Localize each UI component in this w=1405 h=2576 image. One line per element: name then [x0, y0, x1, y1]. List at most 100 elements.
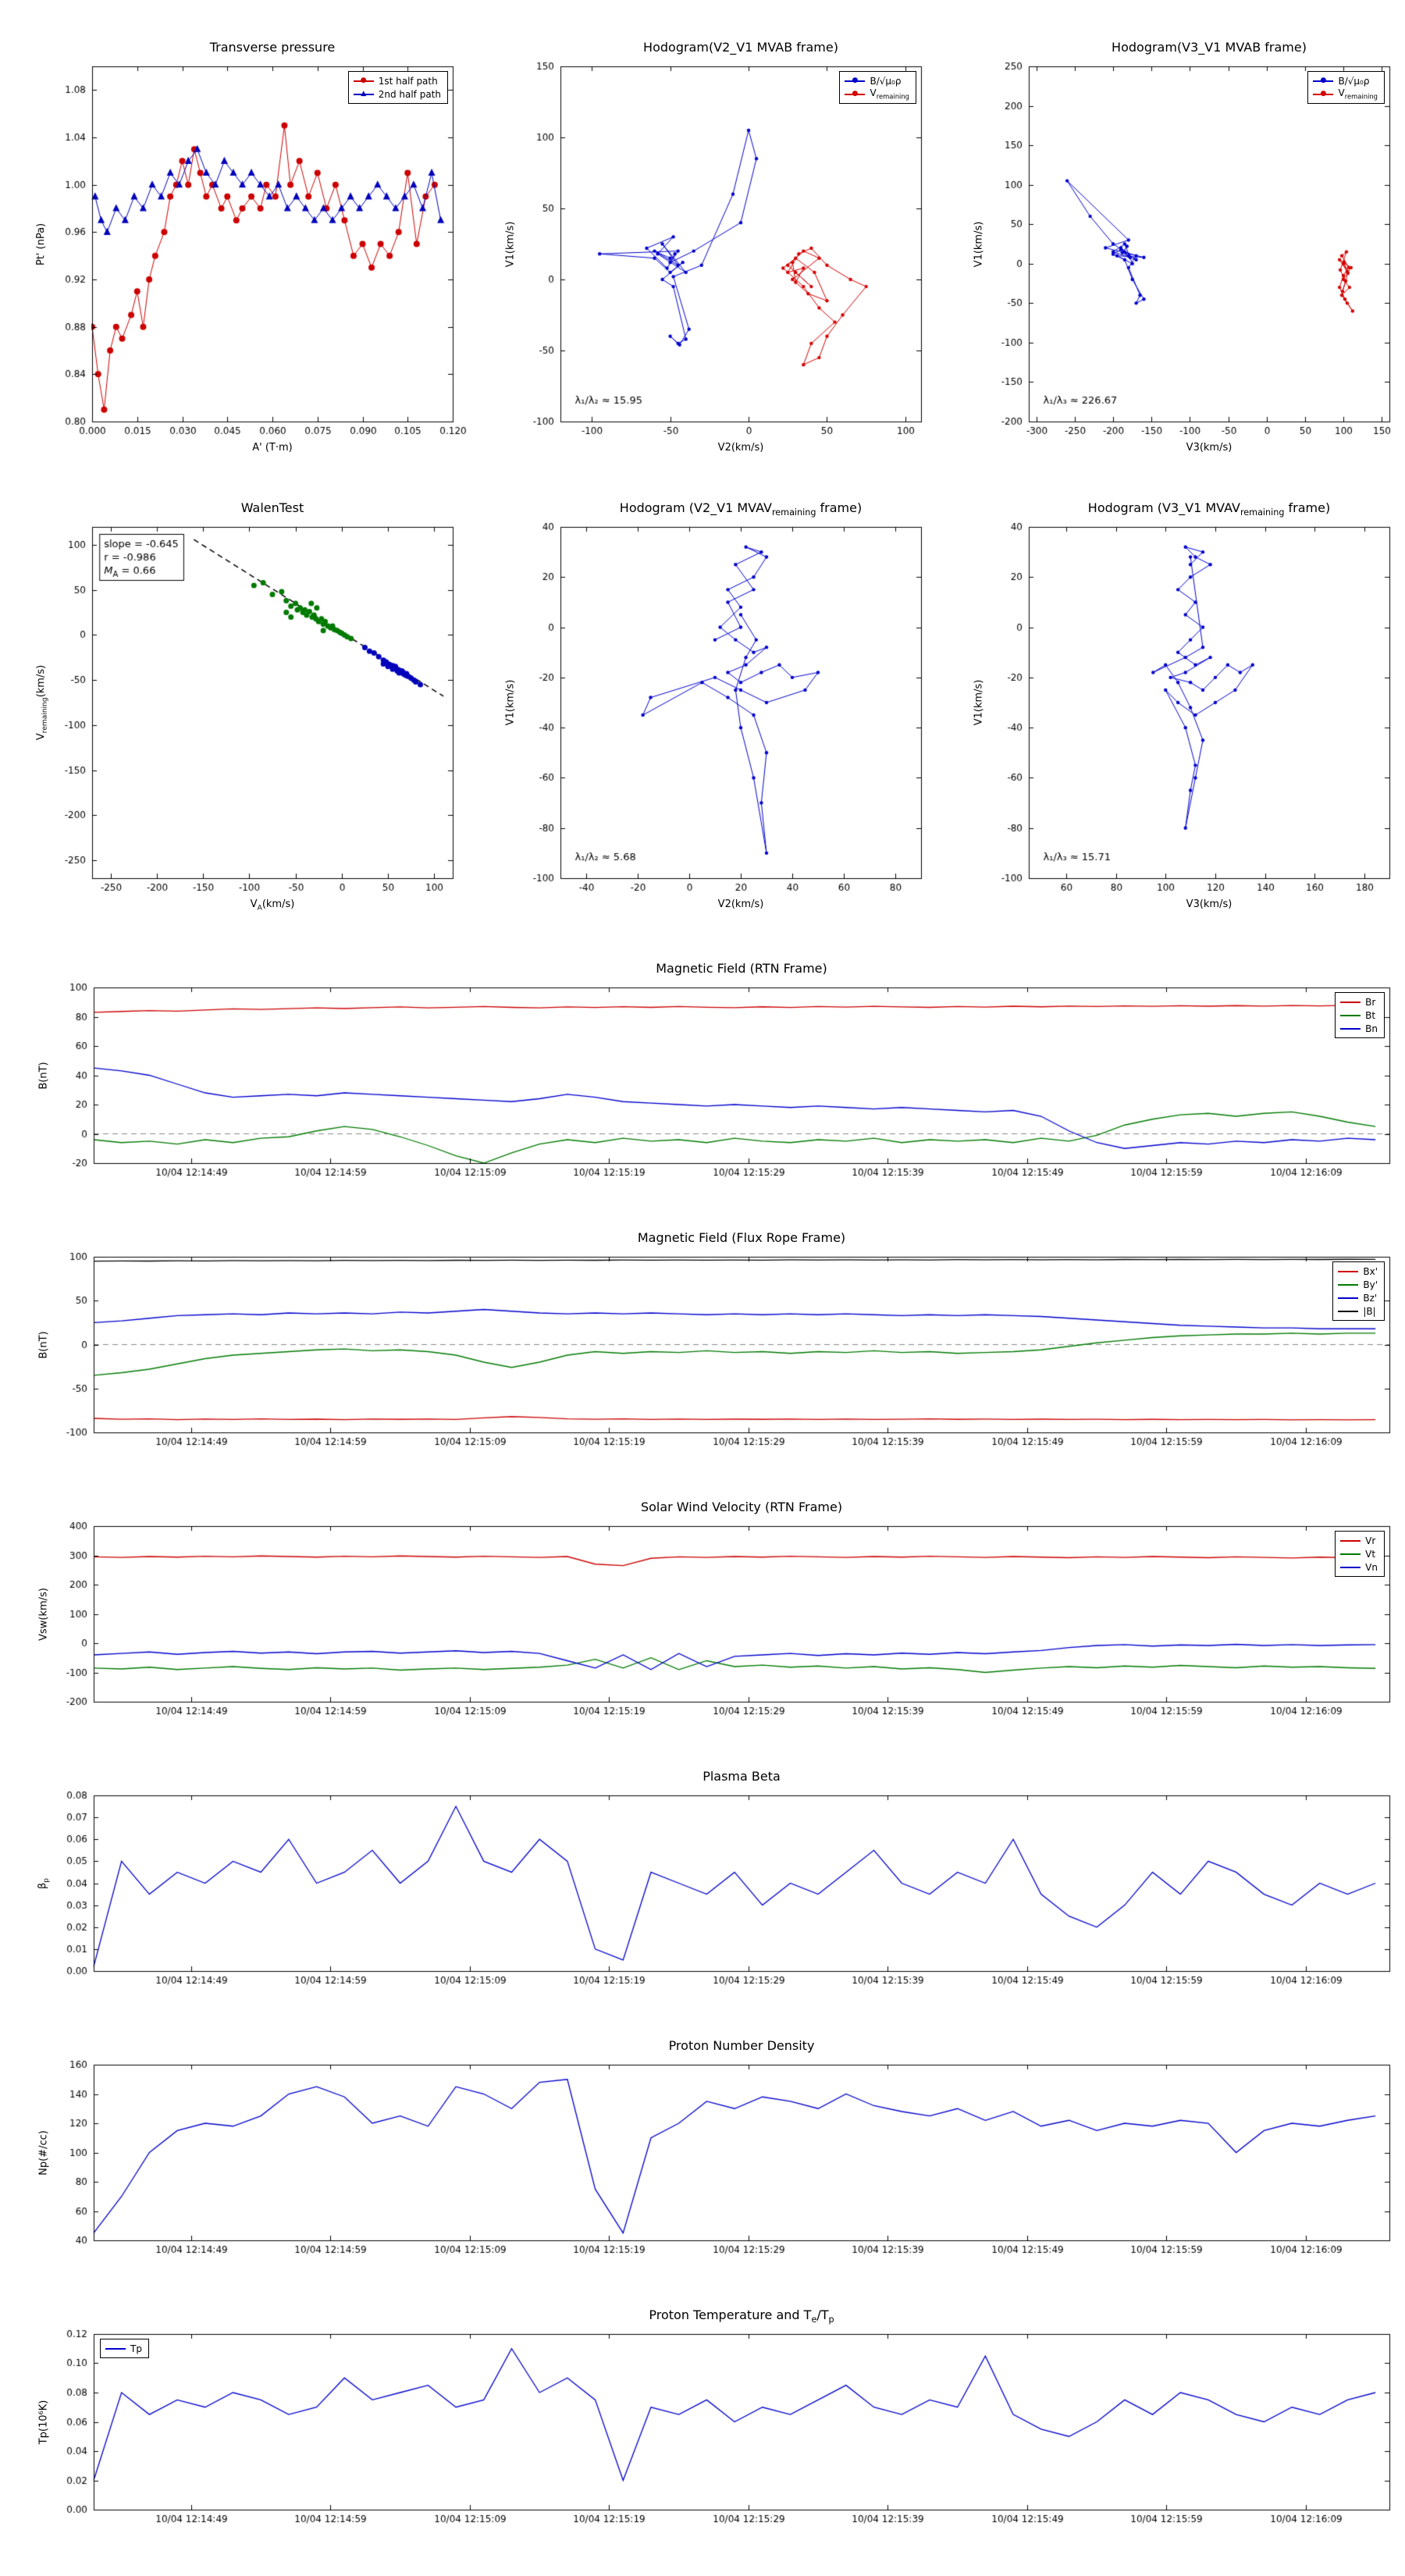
legend-swatch — [105, 2345, 126, 2353]
plasma-beta-canvas — [0, 1741, 1405, 2010]
legend-item: ● Vremaining — [1313, 87, 1378, 101]
legend-label: Bz' — [1363, 1292, 1378, 1304]
legend-swatch — [1338, 1268, 1359, 1276]
legend-item: Bt — [1340, 1009, 1378, 1022]
plot-title: Transverse pressure — [92, 40, 453, 57]
legend-item: By' — [1338, 1278, 1378, 1291]
y-axis-label: V1(km/s) — [973, 679, 985, 726]
legend-item: ▲ 2nd half path — [353, 87, 441, 101]
y-axis-label: Pt' (nPa) — [35, 222, 48, 265]
plot-title: Magnetic Field (Flux Rope Frame) — [637, 1230, 846, 1245]
legend-item: ● 1st half path — [353, 74, 441, 87]
legend-label: B/√μ₀ρ — [1338, 75, 1370, 87]
y-axis-label: B(nT) — [37, 1330, 50, 1359]
legend-label: By' — [1363, 1279, 1378, 1290]
legend: Tp — [100, 2339, 149, 2358]
legend-label: Vremaining — [1338, 87, 1378, 101]
legend-item: |B| — [1338, 1304, 1378, 1318]
legend-label: 2nd half path — [378, 88, 441, 100]
legend-label: Vremaining — [870, 87, 909, 101]
legend-swatch — [1338, 1281, 1359, 1289]
legend: ● B/√μ₀ρ ● Vremaining — [1307, 71, 1385, 104]
y-axis-label: Vremaining(km/s) — [35, 664, 49, 741]
y-axis-label: Np(#/cc) — [37, 2129, 50, 2176]
legend-label: Vn — [1365, 1561, 1378, 1573]
x-axis-label: V2(km/s) — [717, 442, 764, 454]
plot-hodogram-v3v1-mvav: Hodogram (V3_V1 MVAVremaining frame) V1(… — [937, 488, 1405, 956]
x-axis-label: VA(km/s) — [250, 898, 295, 913]
legend-item: Bz' — [1338, 1291, 1378, 1304]
legend-swatch — [1338, 1294, 1359, 1302]
y-axis-label: Vsw(km/s) — [37, 1587, 50, 1641]
legend-label: Bx' — [1363, 1265, 1378, 1277]
plot-title: Hodogram(V2_V1 MVAB frame) — [643, 40, 838, 55]
plot-title: Solar Wind Velocity (RTN Frame) — [640, 1500, 843, 1514]
legend-label: Tp — [130, 2343, 142, 2354]
walen-test-canvas — [0, 488, 468, 956]
x-axis-label: V3(km/s) — [1186, 442, 1232, 454]
plot-title: Magnetic Field (RTN Frame) — [656, 961, 827, 976]
legend: ● 1st half path ▲ 2nd half path — [347, 71, 448, 104]
x-axis-label: V3(km/s) — [1186, 898, 1232, 910]
legend-item: Br — [1340, 995, 1378, 1009]
legend-item: Tp — [105, 2342, 142, 2355]
plot-title: Proton Temperature and Te/Tp — [649, 2307, 834, 2325]
legend: Br Bt Bn — [1335, 992, 1385, 1038]
panel-magnetic-field-flux-rope: Magnetic Field (Flux Rope Frame) B(nT) B… — [0, 1202, 1405, 1471]
legend-swatch: ● — [1313, 90, 1334, 98]
legend-label: Bt — [1365, 1009, 1376, 1021]
legend-swatch — [1340, 1012, 1361, 1019]
panel-solar-wind-velocity: Solar Wind Velocity (RTN Frame) Vsw(km/s… — [0, 1471, 1405, 1741]
legend-swatch — [1340, 1537, 1361, 1545]
plot-transverse-pressure: Transverse pressure Pt' (nPa) A' (T·m) ●… — [0, 12, 468, 488]
legend-swatch — [1340, 1550, 1361, 1558]
plot-walen-test: WalenTest Vremaining(km/s) VA(km/s) — [0, 488, 468, 956]
legend-label: Br — [1365, 996, 1376, 1008]
plot-title: Hodogram (V3_V1 MVAVremaining frame) — [1087, 500, 1331, 518]
legend-label: Vt — [1365, 1548, 1376, 1560]
legend-swatch: ▲ — [353, 90, 374, 98]
legend: Vr Vt Vn — [1335, 1531, 1385, 1577]
panel-proton-temperature: Proton Temperature and Te/Tp Tp(10⁶K) Tp — [0, 2279, 1405, 2549]
legend-item: ● Vremaining — [845, 87, 909, 101]
proton-temperature-canvas — [0, 2279, 1405, 2549]
legend: ● B/√μ₀ρ ● Vremaining — [839, 71, 916, 104]
legend-item: Vn — [1340, 1560, 1378, 1574]
legend-item: Vt — [1340, 1547, 1378, 1560]
legend-swatch: ● — [845, 90, 866, 98]
solar-wind-velocity-canvas — [0, 1471, 1405, 1741]
title-seg: Transverse pressure — [209, 40, 336, 55]
legend-item: ● B/√μ₀ρ — [1313, 74, 1378, 87]
hodogram-v2v1-mvav-canvas — [468, 488, 937, 956]
legend-swatch: ● — [845, 76, 866, 85]
legend-label: Vr — [1365, 1535, 1376, 1546]
legend-item: Bn — [1340, 1022, 1378, 1035]
legend-swatch — [1340, 998, 1361, 1006]
legend-label: Bn — [1365, 1023, 1378, 1034]
panel-plasma-beta: Plasma Beta βp — [0, 1741, 1405, 2010]
y-axis-label: V1(km/s) — [504, 221, 517, 267]
proton-number-density-canvas — [0, 2010, 1405, 2279]
y-axis-label: βp — [37, 1877, 51, 1889]
plot-title: Proton Number Density — [668, 2038, 815, 2053]
plot-hodogram-v2v1-mvav: Hodogram (V2_V1 MVAVremaining frame) V1(… — [468, 488, 937, 956]
y-axis-label: V1(km/s) — [973, 221, 985, 267]
legend-label: B/√μ₀ρ — [870, 75, 902, 87]
x-axis-label: V2(km/s) — [717, 898, 764, 910]
legend-item: ● B/√μ₀ρ — [845, 74, 909, 87]
plot-title: Hodogram (V2_V1 MVAVremaining frame) — [619, 500, 863, 518]
legend-swatch — [1340, 1564, 1361, 1571]
y-axis-label: Tp(10⁶K) — [37, 2400, 50, 2444]
legend-item: Bx' — [1338, 1265, 1378, 1278]
legend-item: Vr — [1340, 1534, 1378, 1547]
x-axis-label: A' (T·m) — [252, 442, 293, 454]
plot-title: Hodogram(V3_V1 MVAB frame) — [1112, 40, 1307, 55]
y-axis-label: V1(km/s) — [504, 679, 517, 726]
y-axis-label: B(nT) — [37, 1061, 50, 1090]
legend: Bx' By' Bz' |B| — [1332, 1261, 1385, 1321]
legend-swatch — [1340, 1025, 1361, 1033]
plot-title: WalenTest — [240, 500, 304, 515]
hodogram-v3v1-mvav-canvas — [937, 488, 1405, 956]
panel-magnetic-field-rtn: Magnetic Field (RTN Frame) B(nT) Br Bt Bn — [0, 933, 1405, 1202]
legend-swatch — [1338, 1308, 1359, 1315]
